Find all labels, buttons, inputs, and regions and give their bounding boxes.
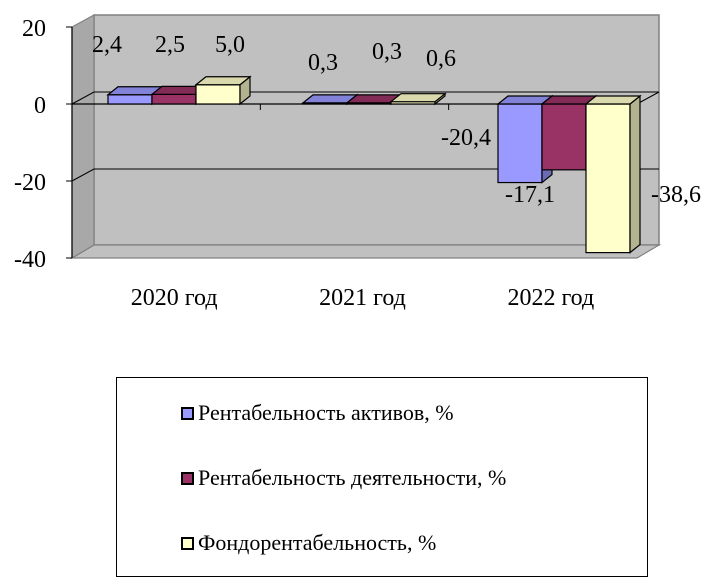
data-label: 2,5 xyxy=(155,32,185,58)
legend-swatch-fixed-assets xyxy=(181,536,194,550)
legend-label-fixed-assets: Фондорентабельность, % xyxy=(198,530,437,555)
data-label: 0,6 xyxy=(426,46,456,72)
legend-swatch-activity xyxy=(181,471,194,485)
legend: Рентабельность активов, % Рентабельность… xyxy=(116,377,648,577)
data-label: -20,4 xyxy=(441,125,491,151)
bar-front xyxy=(151,93,197,105)
bar-front xyxy=(107,94,153,105)
data-label: -17,1 xyxy=(505,182,555,208)
data-label: 0,3 xyxy=(308,50,338,76)
category-label: 2022 год xyxy=(507,285,594,311)
bar xyxy=(389,92,447,106)
bar-top xyxy=(584,95,642,105)
gridlines xyxy=(71,91,659,182)
legend-label-assets: Рентабельность активов, % xyxy=(198,400,454,425)
gridline xyxy=(71,168,659,182)
bar-top xyxy=(194,76,252,86)
category-labels: 2020 год 2021 год 2022 год xyxy=(131,285,594,311)
bar xyxy=(194,75,252,106)
y-tick-label: -20 xyxy=(14,170,46,196)
bar xyxy=(584,94,642,254)
y-tick-label: 20 xyxy=(22,16,46,42)
data-labels: 2,4 2,5 5,0 0,3 0,3 0,6 -20,4 -17,1 -38,6 xyxy=(92,32,701,208)
bar-front xyxy=(195,84,241,105)
bar-front xyxy=(585,103,631,254)
plot-side-wall xyxy=(71,13,95,260)
x-axis-depth xyxy=(636,91,660,105)
legend-item-fixed-assets: Фондорентабельность, % xyxy=(181,530,436,556)
legend-swatch-assets xyxy=(181,406,194,420)
data-label: 5,0 xyxy=(215,32,245,58)
bar-chart: 200-20-40 2020 год 2021 год 2022 год 2,4 2,… xyxy=(14,13,701,311)
bar-top xyxy=(389,93,447,103)
data-label: -38,6 xyxy=(651,182,701,208)
bar-front xyxy=(497,103,543,184)
data-label: 2,4 xyxy=(92,32,122,58)
gridline xyxy=(71,91,659,105)
category-label: 2021 год xyxy=(319,285,406,311)
bars xyxy=(106,75,642,254)
bar-side xyxy=(629,94,641,254)
category-label: 2020 год xyxy=(131,285,218,311)
data-label: 0,3 xyxy=(372,39,402,65)
y-tick-label: 0 xyxy=(34,93,46,119)
legend-label-activity: Рентабельность деятельности, % xyxy=(198,465,507,490)
plot-floor xyxy=(69,244,662,259)
y-tick-labels: 20 0 -20 -40 xyxy=(14,16,46,273)
bar-front xyxy=(541,103,587,171)
y-tick-label: -40 xyxy=(14,247,46,273)
legend-item-activity: Рентабельность деятельности, % xyxy=(181,465,506,491)
legend-item-assets: Рентабельность активов, % xyxy=(181,400,454,426)
